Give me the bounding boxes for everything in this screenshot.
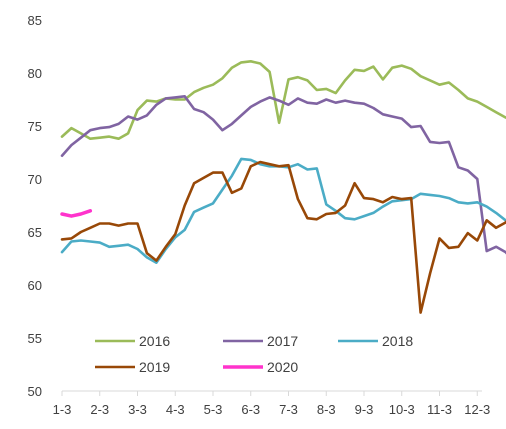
series-line-2017 [60, 95, 506, 255]
x-tick-label: 12-3 [464, 402, 490, 417]
axes: 50 55 60 65 70 75 80 85 1-3 2-3 3-3 4-3 5-3 6-3 7-3 8-3… [28, 13, 491, 417]
legend-label-2017: 2017 [267, 333, 298, 349]
y-tick-label: 85 [28, 13, 42, 28]
y-tick-label: 60 [28, 278, 42, 293]
x-tick-label: 4-3 [166, 402, 185, 417]
x-tick-label: 5-3 [204, 402, 223, 417]
y-tick-label: 65 [28, 225, 42, 240]
x-tick-label: 7-3 [279, 402, 298, 417]
y-tick-label: 75 [28, 119, 42, 134]
y-tick-label: 70 [28, 172, 42, 187]
series-line-2020 [60, 209, 93, 218]
y-tick-label: 80 [28, 66, 42, 81]
x-tick-label: 6-3 [241, 402, 260, 417]
series-line-2016 [60, 59, 506, 140]
series-line-2018 [60, 157, 506, 265]
series-line-2019 [60, 160, 506, 314]
y-tick-label: 55 [28, 331, 42, 346]
y-tick-label: 50 [28, 384, 42, 399]
legend-label-2016: 2016 [139, 333, 170, 349]
legend-label-2019: 2019 [139, 359, 170, 375]
legend-label-2018: 2018 [382, 333, 413, 349]
x-tick-label: 11-3 [427, 402, 452, 417]
legend-label-2020: 2020 [267, 359, 298, 375]
legend: 2016 2017 2018 2019 2020 [95, 333, 413, 375]
x-tick-label: 1-3 [53, 402, 72, 417]
x-tick-label: 2-3 [90, 402, 109, 417]
series-lines [60, 59, 506, 314]
x-tick-label: 3-3 [128, 402, 147, 417]
x-tick-label: 8-3 [317, 402, 336, 417]
x-tick-label: 10-3 [389, 402, 415, 417]
x-tick-label: 9-3 [355, 402, 374, 417]
